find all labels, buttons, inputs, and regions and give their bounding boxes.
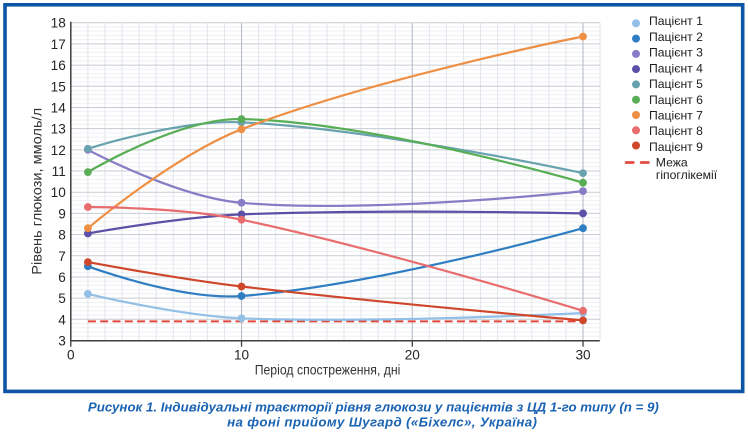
svg-text:15: 15: [51, 79, 66, 94]
svg-text:Пацієнт 5: Пацієнт 5: [649, 77, 703, 91]
svg-text:7: 7: [58, 249, 66, 264]
svg-text:10: 10: [51, 185, 67, 200]
svg-text:Пацієнт 7: Пацієнт 7: [649, 109, 703, 123]
svg-text:Пацієнт 4: Пацієнт 4: [649, 61, 703, 75]
svg-text:Пацієнт 1: Пацієнт 1: [649, 14, 703, 28]
svg-text:10: 10: [234, 348, 250, 363]
svg-text:0: 0: [67, 348, 75, 363]
svg-text:5: 5: [58, 291, 66, 306]
svg-text:30: 30: [575, 348, 591, 363]
svg-text:18: 18: [51, 16, 66, 31]
svg-text:11: 11: [52, 164, 66, 179]
svg-text:Пацієнт 9: Пацієнт 9: [649, 140, 703, 154]
svg-text:Межа: Межа: [656, 155, 688, 169]
svg-text:Рівень глюкози, ммоль/л: Рівень глюкози, ммоль/л: [30, 108, 45, 275]
svg-text:Рисунок 1. Індивідуальні траєк: Рисунок 1. Індивідуальні траєкторії рівн…: [88, 400, 659, 415]
svg-text:17: 17: [51, 37, 66, 52]
svg-text:9: 9: [58, 206, 66, 221]
svg-text:8: 8: [58, 228, 66, 243]
svg-text:4: 4: [58, 312, 66, 327]
svg-text:6: 6: [58, 270, 66, 285]
svg-text:Пацієнт 8: Пацієнт 8: [649, 124, 703, 138]
svg-text:3: 3: [58, 334, 66, 349]
svg-text:13: 13: [51, 122, 66, 137]
svg-text:20: 20: [405, 348, 421, 363]
svg-text:12: 12: [51, 143, 66, 158]
svg-text:Пацієнт 2: Пацієнт 2: [649, 30, 703, 44]
svg-text:14: 14: [51, 100, 67, 115]
svg-text:16: 16: [51, 58, 66, 73]
svg-text:гіпоглікемії: гіпоглікемії: [656, 168, 718, 182]
svg-text:Період спостреження, дні: Період спостреження, дні: [255, 363, 401, 378]
svg-text:Пацієнт 3: Пацієнт 3: [649, 46, 703, 60]
svg-text:Пацієнт 6: Пацієнт 6: [649, 93, 703, 107]
svg-text:на фоні прийому Шугард («Біхел: на фоні прийому Шугард («Біхелс», Україн…: [227, 415, 537, 430]
